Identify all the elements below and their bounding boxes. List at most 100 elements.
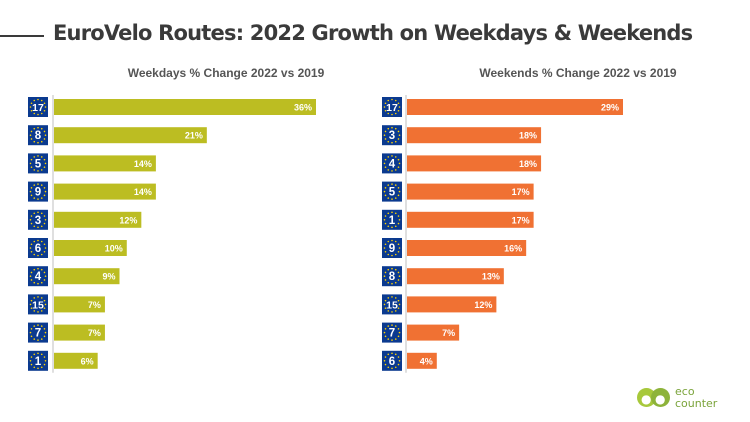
- eu-star-icon: [37, 339, 39, 341]
- eu-star-icon: [387, 184, 390, 186]
- weekends-route-badge: [382, 322, 402, 343]
- eu-star-icon: [391, 98, 393, 101]
- eu-star-icon: [40, 325, 43, 327]
- weekdays-route-label: 3: [35, 215, 41, 227]
- eu-star-icon: [391, 155, 393, 157]
- eu-star-icon: [397, 279, 400, 281]
- weekdays-bar: [54, 352, 98, 369]
- eu-star-icon: [391, 141, 393, 144]
- eu-star-icon: [387, 338, 390, 340]
- eu-star-icon: [394, 366, 397, 369]
- eu-star-icon: [394, 338, 397, 340]
- eu-star-icon: [384, 138, 387, 140]
- weekends-bar: [407, 324, 460, 341]
- weekdays-data-label: 7%: [88, 300, 101, 310]
- eu-star-icon: [398, 303, 401, 306]
- eu-star-icon: [387, 156, 390, 158]
- eu-star-icon: [384, 335, 387, 338]
- eu-star-icon: [384, 279, 387, 281]
- eu-star-icon: [387, 127, 390, 130]
- weekends-data-label: 17%: [512, 187, 530, 197]
- eu-star-icon: [33, 140, 36, 143]
- weekends-route-label: 9: [389, 243, 395, 255]
- weekdays-route-badge: [28, 97, 48, 117]
- eu-star-icon: [29, 303, 32, 306]
- eu-star-icon: [43, 187, 46, 189]
- eu-star-icon: [37, 155, 39, 157]
- eu-star-icon: [30, 194, 33, 197]
- eu-star-icon: [37, 170, 39, 172]
- eu-star-icon: [397, 158, 400, 161]
- weekdays-route-badge: [28, 153, 48, 174]
- eu-star-icon: [391, 254, 393, 257]
- eu-star-icon: [398, 190, 401, 193]
- eu-star-icon: [30, 187, 33, 189]
- eu-star-icon: [394, 99, 397, 102]
- eu-star-icon: [29, 162, 32, 165]
- eu-star-icon: [391, 198, 393, 200]
- eu-star-icon: [391, 339, 393, 341]
- eu-star-icon: [391, 352, 393, 355]
- eu-star-icon: [43, 356, 46, 358]
- eu-star-icon: [44, 162, 47, 165]
- eu-star-icon: [40, 366, 43, 369]
- eu-star-icon: [40, 184, 43, 186]
- eu-star-icon: [29, 247, 32, 249]
- eu-star-icon: [40, 212, 43, 215]
- eu-star-icon: [397, 215, 400, 217]
- eu-star-icon: [398, 247, 401, 249]
- eu-star-icon: [40, 240, 43, 243]
- eu-star-icon: [29, 331, 32, 334]
- eu-star-icon: [40, 156, 43, 158]
- eu-star-icon: [397, 102, 400, 105]
- eu-star-icon: [397, 363, 400, 366]
- eu-star-icon: [394, 197, 397, 199]
- weekends-route-label: 3: [389, 130, 395, 142]
- eu-star-icon: [384, 271, 387, 274]
- eu-star-icon: [398, 360, 401, 362]
- weekdays-route-badge: [28, 238, 48, 258]
- eu-star-icon: [397, 335, 400, 338]
- eu-star-icon: [391, 113, 393, 116]
- weekends-route-badge: [382, 125, 402, 146]
- eu-star-icon: [384, 109, 387, 112]
- weekdays-route-label: 1: [35, 356, 42, 368]
- eu-star-icon: [33, 99, 36, 102]
- eu-star-icon: [37, 352, 39, 355]
- eu-star-icon: [43, 243, 46, 246]
- weekends-data-label: 18%: [519, 159, 537, 169]
- eu-star-icon: [387, 140, 390, 143]
- eu-star-icon: [40, 310, 43, 312]
- eu-star-icon: [387, 225, 390, 228]
- weekends-bar: [407, 296, 497, 313]
- weekends-data-label: 17%: [512, 215, 530, 225]
- eu-star-icon: [391, 226, 393, 229]
- eu-star-icon: [33, 366, 36, 369]
- eu-star-icon: [387, 268, 390, 271]
- eu-star-icon: [44, 190, 47, 193]
- eu-star-icon: [383, 134, 386, 136]
- eu-star-icon: [43, 328, 46, 330]
- eu-star-icon: [44, 303, 47, 306]
- eu-star-icon: [37, 254, 39, 257]
- eu-star-icon: [43, 271, 46, 274]
- eu-star-icon: [37, 126, 39, 129]
- eu-star-icon: [394, 169, 397, 171]
- eu-star-icon: [37, 267, 39, 270]
- eu-star-icon: [383, 360, 386, 362]
- weekdays-data-label: 6%: [81, 356, 94, 366]
- eu-star-icon: [387, 297, 390, 299]
- eu-star-icon: [383, 106, 386, 108]
- eu-star-icon: [391, 282, 393, 285]
- weekends-bar: [407, 211, 534, 228]
- eu-star-icon: [397, 187, 400, 189]
- weekdays-data-label: 36%: [294, 103, 312, 113]
- eu-star-icon: [33, 225, 36, 228]
- weekdays-data-label: 9%: [102, 272, 115, 282]
- eu-star-icon: [37, 98, 39, 101]
- weekends-route-label: 6: [389, 356, 395, 368]
- eu-star-icon: [33, 127, 36, 130]
- weekdays-route-badge: [28, 350, 48, 371]
- weekends-data-label: 13%: [482, 272, 500, 282]
- weekends-route-badge: [382, 97, 402, 117]
